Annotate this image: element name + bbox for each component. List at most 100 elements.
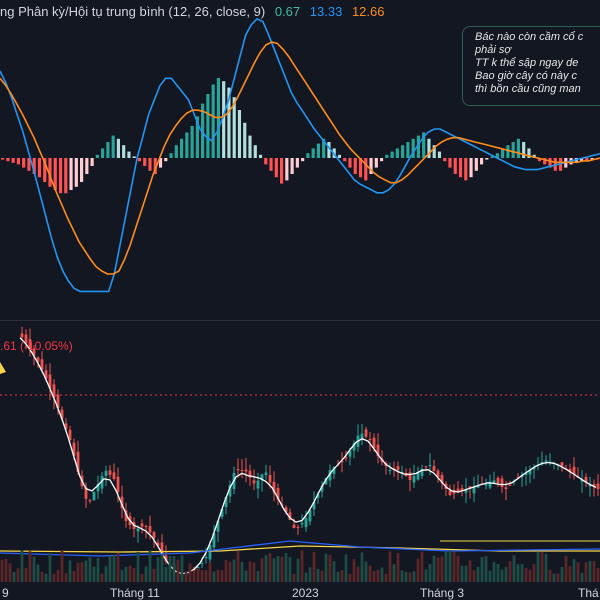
candle-body [496,477,500,483]
candle-body [348,450,352,457]
histogram-bar [169,153,173,158]
volume-bar [404,572,408,582]
x-axis-label: Thá [578,586,599,600]
volume-bar [580,572,584,582]
histogram-bar [1,158,5,160]
note-box[interactable]: Bác nào còn cầm cổ c phải sợ TT k thể sậ… [462,26,600,106]
histogram-bar [285,158,289,181]
histogram-bar [480,158,484,165]
candle-body [532,467,536,470]
volume-bar [568,566,572,582]
histogram-bar [206,94,210,158]
volume-bar [432,555,436,582]
price-change-label: .61 (-10.05%) [0,339,73,353]
histogram-bar [295,158,299,168]
candle-body [568,469,572,472]
volume-bar [504,567,508,582]
histogram-bar [232,97,236,158]
volume-bar [576,562,580,582]
candle-body [136,528,140,532]
candle-body [300,523,304,525]
candle-body [208,545,212,560]
volume-bar [104,566,108,582]
volume-bar [28,551,32,582]
volume-bar [380,567,384,582]
candle-body [20,333,24,338]
candle-body [288,512,292,520]
volume-bar [464,565,468,582]
volume-bar [132,568,136,582]
candle-body [464,489,468,493]
histogram-bar [427,138,431,158]
histogram-bar [122,145,126,158]
volume-bar [532,564,536,582]
candle-body [412,476,416,483]
candle-body [416,472,420,480]
candle-body [448,490,452,495]
indicator-name: ng Phân kỳ/Hội tụ trung bình (12, 26, cl… [0,4,266,19]
volume-bar [312,551,316,582]
volume-bar [120,569,124,582]
candle-body [572,466,576,475]
candle-body [592,484,596,487]
volume-bar [428,564,432,582]
pane-separator[interactable] [0,320,600,321]
histogram-bar [306,153,310,158]
price-lines [0,337,600,575]
volume-bar [340,570,344,582]
candle-body [364,429,368,437]
candle-body [96,484,100,492]
volume-bar [20,550,24,582]
volume-bar [40,571,44,582]
histogram-bar [64,158,68,194]
histogram-bar [148,158,152,171]
histogram-bar [85,158,89,174]
histogram-bar [369,158,373,174]
volume-bar [76,562,80,582]
ma-short-line [19,337,597,575]
candle-body [68,429,72,440]
candle-body [296,526,300,528]
volume-bar [592,561,596,582]
candle-body [472,487,476,494]
candle-body [204,557,208,559]
volume-bar [384,573,388,582]
histogram-bar [401,145,405,158]
candle-body [360,433,364,441]
volume-bar [304,572,308,582]
histogram-bar [164,158,168,162]
histogram-bar [453,158,457,174]
signal-value: 12.66 [351,4,385,19]
volume-bar [96,558,100,582]
histogram-bar [353,158,357,174]
histogram-bar [132,156,136,158]
volume-bar [408,572,412,582]
candle-body [228,485,232,497]
volume-bar [596,568,600,582]
candle-body [220,509,224,517]
candle-body [476,485,480,488]
volume-bar [460,565,464,582]
histogram-bar [506,145,510,158]
histogram-bar [58,158,63,194]
volume-bar [188,563,192,582]
candle-body [104,471,108,476]
volume-bar [412,571,416,582]
candle-body [320,486,324,492]
histogram-bar [74,158,78,187]
volume-bar [376,569,380,582]
histogram-bar [106,142,110,158]
histogram-bar [416,135,420,158]
candle-body [160,542,164,554]
candle-body [524,472,528,475]
candle-body [468,486,472,489]
candle-body [292,524,296,528]
candle-body [396,466,400,470]
volume-bar [512,555,516,582]
volume-bar [56,569,60,582]
candle-body [508,484,512,486]
histogram-bar [511,142,515,158]
candle-body [148,526,152,533]
histogram-bar [590,158,594,160]
